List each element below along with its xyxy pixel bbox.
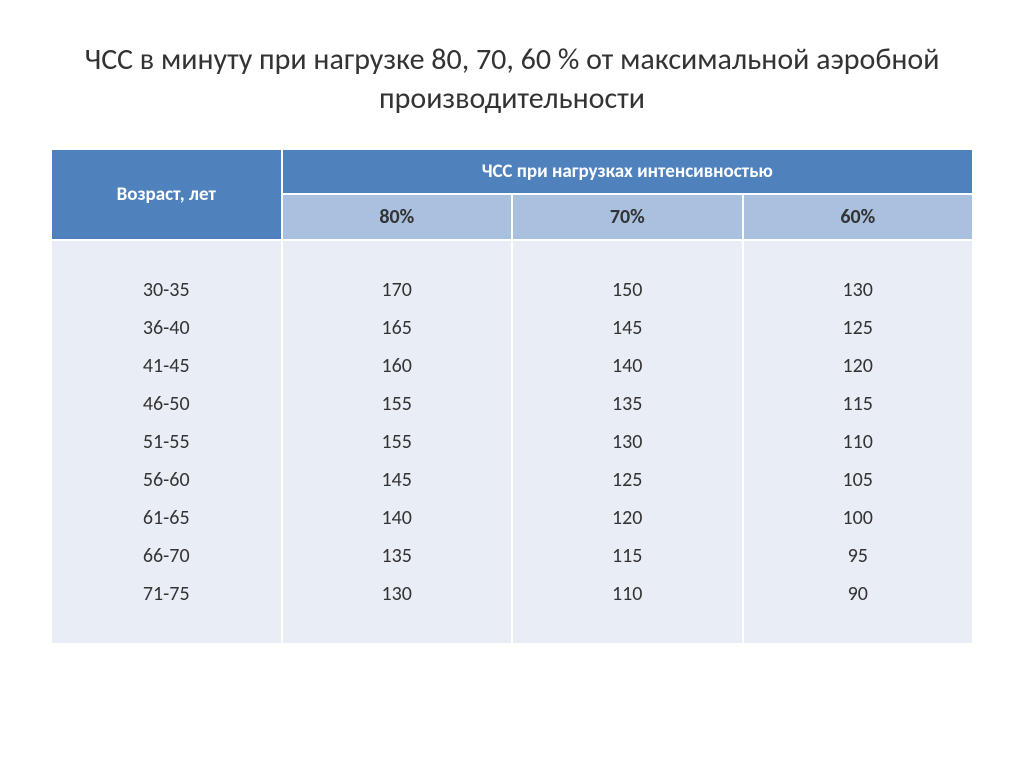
list-item: 51-55 — [58, 423, 275, 461]
col-sub-60: 60% — [743, 194, 974, 240]
col80-list: 170165160155155145140135130 — [289, 271, 506, 613]
col70-cell: 150145140135130125120115110 — [512, 240, 743, 644]
list-item: 165 — [289, 309, 506, 347]
list-item: 46-50 — [58, 385, 275, 423]
list-item: 71-75 — [58, 575, 275, 613]
list-item: 61-65 — [58, 499, 275, 537]
list-item: 155 — [289, 423, 506, 461]
col-header-age: Возраст, лет — [51, 149, 282, 240]
list-item: 130 — [289, 575, 506, 613]
slide-title: ЧСС в минуту при нагрузке 80, 70, 60 % о… — [50, 40, 974, 118]
list-item: 140 — [289, 499, 506, 537]
list-item: 160 — [289, 347, 506, 385]
list-item: 145 — [289, 461, 506, 499]
list-item: 90 — [750, 575, 967, 613]
list-item: 36-40 — [58, 309, 275, 347]
col70-list: 150145140135130125120115110 — [519, 271, 736, 613]
list-item: 130 — [750, 271, 967, 309]
list-item: 105 — [750, 461, 967, 499]
list-item: 135 — [519, 385, 736, 423]
list-item: 115 — [750, 385, 967, 423]
col60-cell: 1301251201151101051009590 — [743, 240, 974, 644]
hr-table: Возраст, лет ЧСС при нагрузках интенсивн… — [50, 148, 974, 645]
list-item: 56-60 — [58, 461, 275, 499]
list-item: 95 — [750, 537, 967, 575]
list-item: 170 — [289, 271, 506, 309]
list-item: 115 — [519, 537, 736, 575]
age-cell: 30-3536-4041-4546-5051-5556-6061-6566-70… — [51, 240, 282, 644]
age-list: 30-3536-4041-4546-5051-5556-6061-6566-70… — [58, 271, 275, 613]
slide-container: ЧСС в минуту при нагрузке 80, 70, 60 % о… — [0, 0, 1024, 767]
header-row-1: Возраст, лет ЧСС при нагрузках интенсивн… — [51, 149, 973, 194]
data-row: 30-3536-4041-4546-5051-5556-6061-6566-70… — [51, 240, 973, 644]
col-sub-80: 80% — [282, 194, 513, 240]
list-item: 150 — [519, 271, 736, 309]
list-item: 125 — [750, 309, 967, 347]
list-item: 110 — [750, 423, 967, 461]
list-item: 66-70 — [58, 537, 275, 575]
list-item: 140 — [519, 347, 736, 385]
col60-list: 1301251201151101051009590 — [750, 271, 967, 613]
list-item: 120 — [750, 347, 967, 385]
col-header-main: ЧСС при нагрузках интенсивностью — [282, 149, 974, 194]
list-item: 41-45 — [58, 347, 275, 385]
list-item: 100 — [750, 499, 967, 537]
col80-cell: 170165160155155145140135130 — [282, 240, 513, 644]
list-item: 30-35 — [58, 271, 275, 309]
list-item: 130 — [519, 423, 736, 461]
list-item: 145 — [519, 309, 736, 347]
list-item: 155 — [289, 385, 506, 423]
list-item: 135 — [289, 537, 506, 575]
list-item: 125 — [519, 461, 736, 499]
col-sub-70: 70% — [512, 194, 743, 240]
list-item: 120 — [519, 499, 736, 537]
list-item: 110 — [519, 575, 736, 613]
